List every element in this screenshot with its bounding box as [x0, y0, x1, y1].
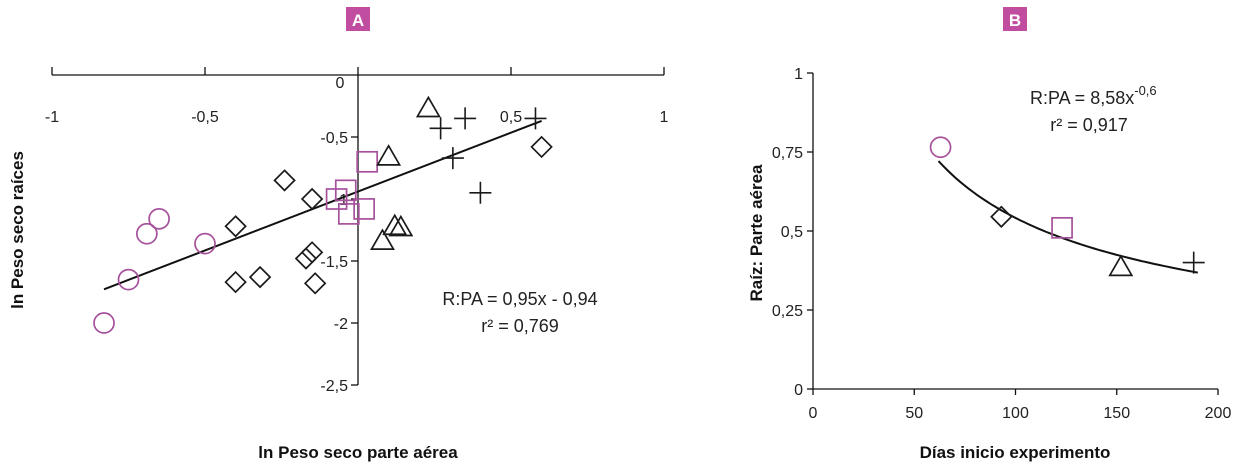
panel-a-point-square — [353, 198, 375, 220]
panel-b-point-circle — [929, 136, 952, 159]
panel-b-x-tick-label: 150 — [1103, 405, 1130, 422]
panel-a-point-plus — [454, 107, 477, 130]
panel-a-point-triangle — [388, 214, 414, 237]
panel-a-equation: R:PA = 0,95x - 0,94 — [442, 289, 597, 309]
panel-b-point-square — [1051, 216, 1073, 239]
panel-b-equation-base: R:PA = 8,58x — [1030, 88, 1134, 108]
panel-a-point-triangle — [415, 95, 441, 118]
panel-a-point-square — [337, 203, 360, 225]
panel-a-point-diamond — [224, 270, 247, 294]
panel-a-point-diamond — [300, 241, 324, 264]
panel-b-y-tick-label: 0,25 — [772, 303, 803, 320]
panel-a-point-plus — [429, 117, 452, 140]
panel-b-y-tick-label: 0,75 — [772, 145, 803, 162]
panel-b-fit-curve — [937, 160, 1198, 274]
panel-a-y-tick-label: -1,5 — [320, 254, 348, 271]
panel-b-y-tick-label: 1 — [794, 66, 803, 83]
panel-a-y-tick-label: -2,5 — [320, 378, 348, 395]
panel-b-x-tick-label: 200 — [1205, 405, 1232, 422]
panel-b: B 0 50 100 150 200 0 0,25 0,5 0,75 1 R:PA = 8,58x… — [747, 7, 1231, 462]
panel-b-r2: r² = 0,917 — [1050, 115, 1128, 135]
panel-b-point-diamond — [990, 205, 1013, 228]
panel-a-y-tick-label: -2 — [334, 316, 348, 333]
panel-a-r2: r² = 0,769 — [481, 316, 559, 336]
panel-a-point-circle — [194, 232, 216, 255]
panel-b-y-tick-label: 0,5 — [781, 224, 803, 241]
panel-b-label-box — [1003, 7, 1027, 31]
panel-b-fit — [937, 160, 1198, 274]
panel-a-x-tick-label: -0,5 — [191, 109, 219, 126]
panel-b-x-tick-label: 50 — [905, 405, 923, 422]
panel-b-equation-exp: -0,6 — [1134, 83, 1156, 98]
panel-b-y-title: Raíz: Parte aérea — [747, 164, 766, 302]
panel-a-point-diamond — [300, 187, 324, 211]
panel-a-label: A — [352, 11, 364, 30]
panel-a-point-circle — [148, 207, 170, 230]
panel-a-point-triangle — [370, 228, 395, 251]
panel-b-point-plus — [1182, 251, 1205, 274]
panel-b-equation: R:PA = 8,58x-0,6 — [1030, 83, 1157, 108]
panel-b-x-tick-label: 100 — [1002, 405, 1029, 422]
panel-a-origin-label: 0 — [336, 75, 345, 92]
panel-a-point-plus — [524, 107, 547, 130]
panel-b-x-tick-label: 0 — [809, 405, 818, 422]
panel-a-point-square — [356, 150, 379, 173]
panel-a: A -1 -0,5 0,5 10-0,5-1-1,5-2-2,5 R:PA = 0,9… — [8, 7, 669, 462]
panel-a-point-circle — [117, 268, 140, 291]
panel-a-y-tick-label: -0,5 — [320, 130, 348, 147]
panel-a-point-square — [334, 179, 357, 202]
panel-b-x-title: Días inicio experimento — [920, 443, 1111, 462]
panel-a-x-title: ln Peso seco parte aérea — [258, 443, 458, 462]
panel-a-point-triangle — [376, 144, 402, 166]
panel-a-x-tick-label: 0,5 — [500, 109, 522, 126]
panel-a-point-diamond — [530, 135, 553, 159]
panel-a-x-tick-label: -1 — [45, 109, 59, 126]
panel-a-point-circle — [93, 312, 115, 334]
panel-a-point-triangle — [382, 213, 408, 236]
panel-a-points — [93, 95, 553, 334]
panel-b-points — [929, 136, 1205, 277]
panel-a-y-title: ln Peso seco raíces — [8, 151, 27, 309]
panel-a-axes: -1 -0,5 0,5 10-0,5-1-1,5-2-2,5 — [45, 67, 669, 395]
panel-b-y-tick-label: 0 — [794, 382, 803, 399]
panel-b-label: B — [1009, 11, 1021, 30]
panel-a-point-diamond — [224, 215, 247, 238]
panel-a-x-tick-label: 1 — [660, 109, 669, 126]
panel-a-point-diamond — [273, 169, 296, 192]
panel-a-point-diamond — [303, 272, 327, 295]
panel-a-point-diamond — [248, 265, 272, 289]
panel-a-fit-line — [103, 119, 542, 291]
panel-b-point-triangle — [1108, 254, 1134, 277]
panel-b-axes: 0 50 100 150 200 0 0,25 0,5 0,75 1 — [772, 66, 1232, 422]
panel-a-point-circle — [136, 222, 158, 245]
panel-a-point-diamond — [294, 247, 318, 270]
panel-a-point-plus — [469, 181, 492, 204]
panel-a-fit — [103, 119, 542, 291]
panel-a-label-box — [346, 7, 370, 31]
panel-a-point-plus — [441, 147, 464, 170]
